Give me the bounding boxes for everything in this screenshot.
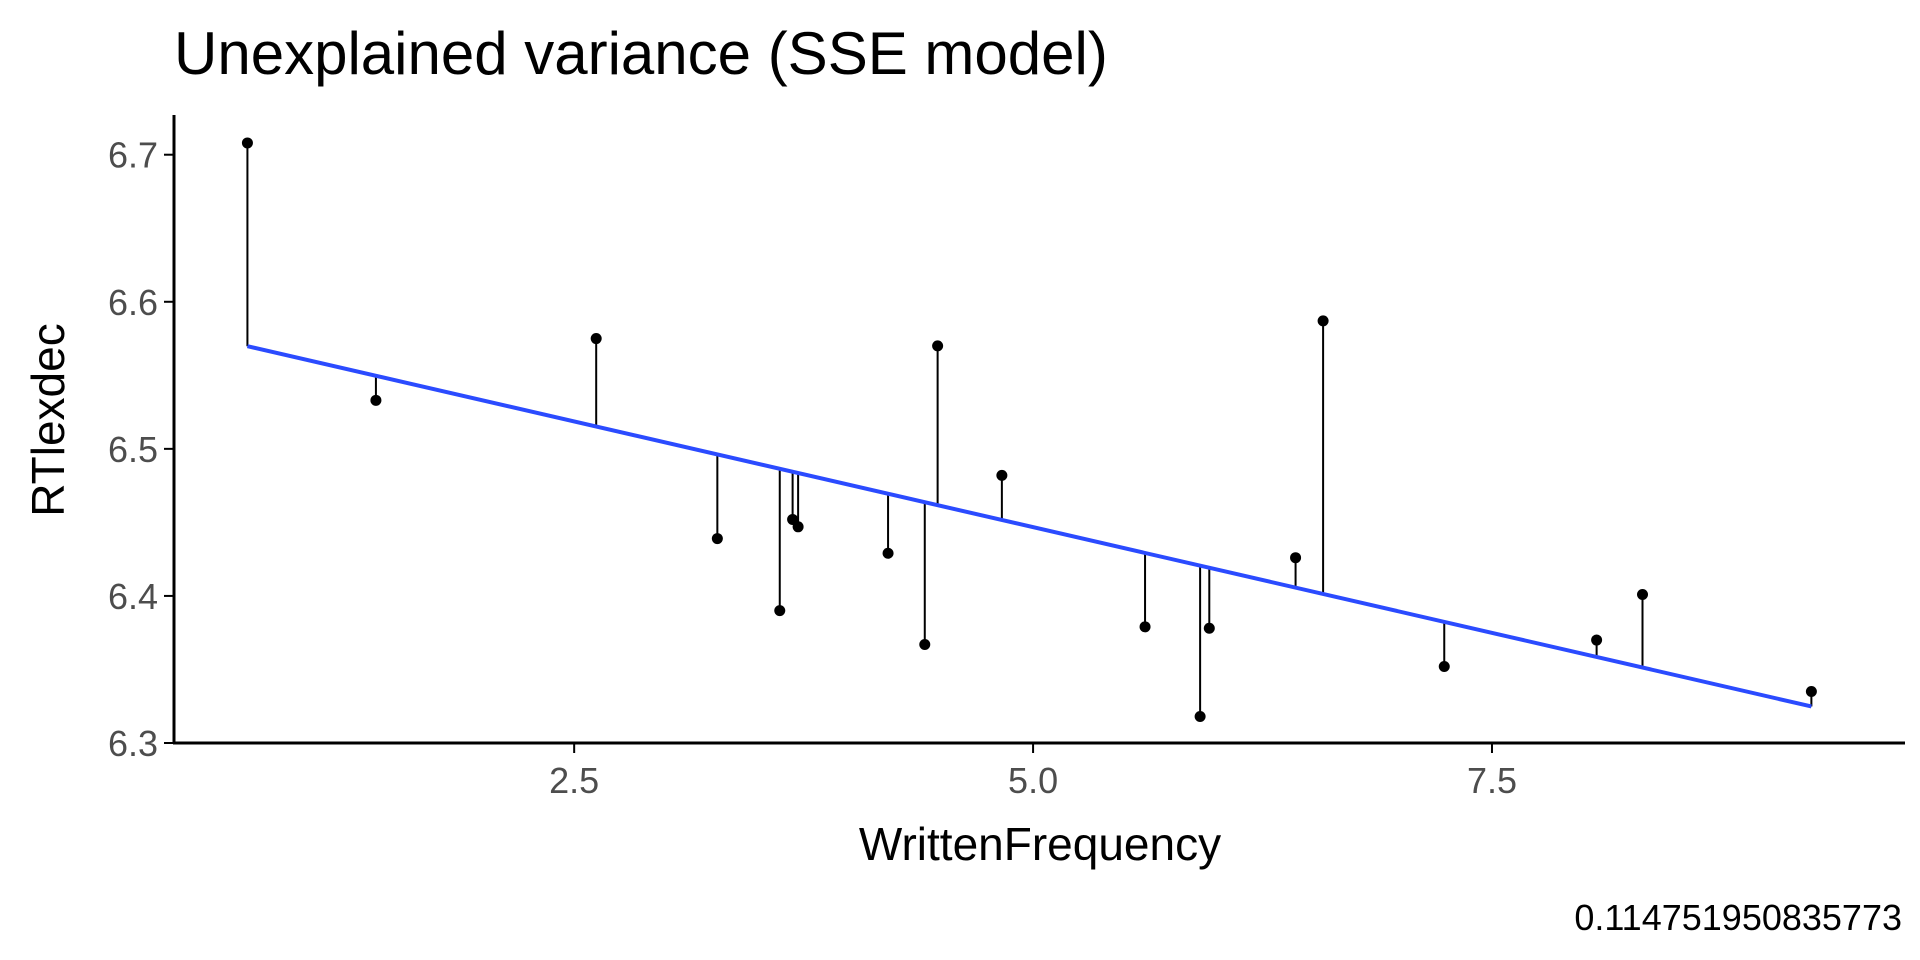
x-tick-label: 2.5 — [549, 760, 599, 801]
data-point — [1805, 686, 1817, 698]
y-tick-label: 6.5 — [108, 429, 158, 470]
y-tick-label: 6.4 — [108, 576, 158, 617]
data-point — [1591, 634, 1603, 646]
x-axis-title: WrittenFrequency — [859, 818, 1221, 870]
data-point — [370, 394, 382, 406]
regression-line — [246, 344, 1812, 709]
data-point — [1637, 588, 1649, 600]
data-point — [1438, 661, 1450, 673]
x-tick-label: 5.0 — [1008, 760, 1058, 801]
data-point — [882, 547, 894, 559]
y-tick-label: 6.6 — [108, 282, 158, 323]
y-axis-title: RTlexdec — [22, 323, 74, 516]
caption: 0.114751950835773 — [1574, 897, 1902, 938]
x-tick-label: 7.5 — [1467, 760, 1517, 801]
y-tick-label: 6.7 — [108, 135, 158, 176]
y-tick-label: 6.3 — [108, 723, 158, 764]
plot-area: 6.3 6.4 6.5 6.6 6.7 2.5 5.0 7.5 — [108, 115, 1905, 801]
chart-title: Unexplained variance (SSE model) — [174, 20, 1108, 87]
data-point — [1290, 552, 1302, 564]
data-point — [711, 533, 723, 545]
data-point — [241, 137, 253, 149]
data-point — [1139, 621, 1151, 633]
data-point — [919, 638, 931, 650]
data-point — [774, 605, 786, 617]
data-point — [590, 333, 602, 345]
data-point — [1194, 711, 1206, 723]
data-point — [996, 469, 1008, 481]
data-point — [1317, 315, 1329, 327]
data-point — [932, 340, 944, 352]
data-point — [1203, 622, 1215, 634]
data-point — [792, 521, 804, 533]
